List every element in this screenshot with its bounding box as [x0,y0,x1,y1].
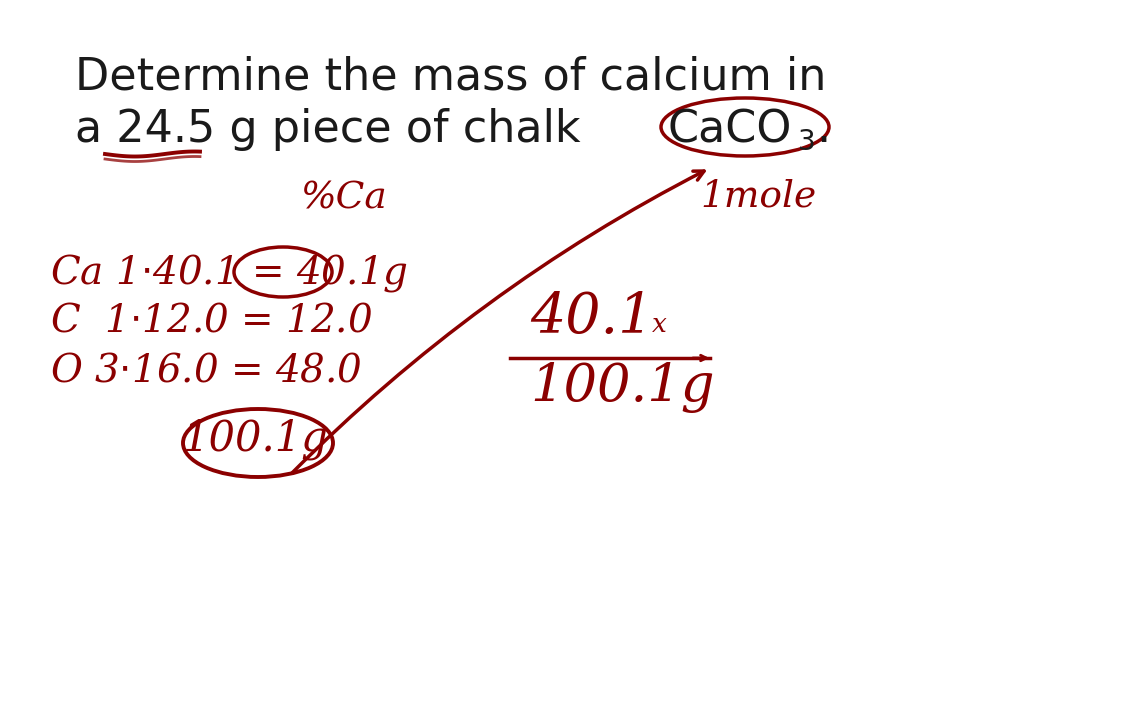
Text: O 3$\cdot$16.0 = 48.0: O 3$\cdot$16.0 = 48.0 [50,352,362,389]
Text: Ca 1$\cdot$40.1 = 40.1g: Ca 1$\cdot$40.1 = 40.1g [50,252,408,294]
Text: Determine the mass of calcium in: Determine the mass of calcium in [74,55,827,98]
Text: C  1$\cdot$12.0 = 12.0: C 1$\cdot$12.0 = 12.0 [50,302,372,339]
Text: 1mole: 1mole [700,178,817,214]
Text: %Ca: %Ca [300,180,387,216]
Text: 3: 3 [797,128,816,156]
Text: 40.1: 40.1 [530,290,653,345]
Text: CaCO: CaCO [668,108,792,151]
Text: 100.1g: 100.1g [530,362,714,413]
Text: x: x [652,312,667,337]
Text: a 24.5 g piece of chalk: a 24.5 g piece of chalk [74,108,581,151]
Text: .: . [816,108,830,151]
Text: 100.1g: 100.1g [182,418,328,460]
